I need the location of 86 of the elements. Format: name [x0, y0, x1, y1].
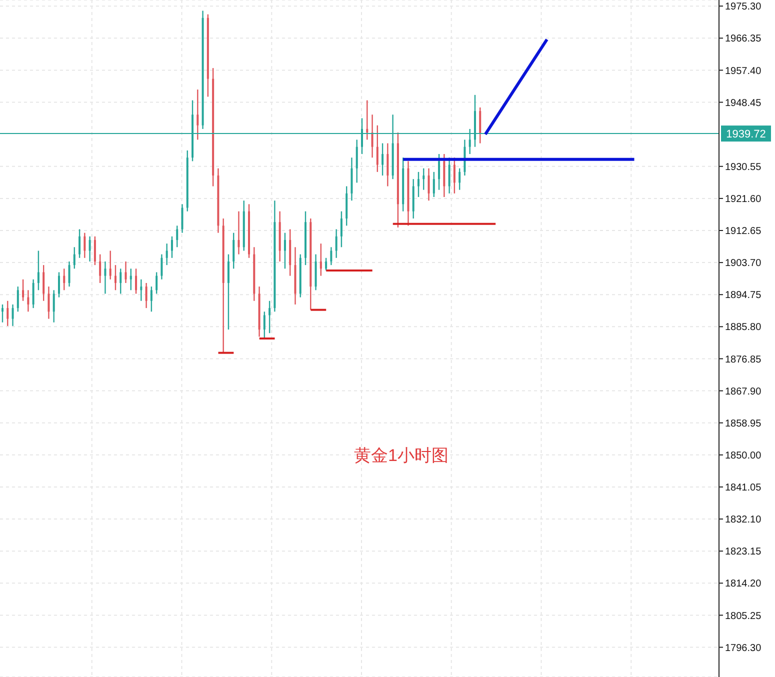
candlestick	[238, 210, 240, 255]
candlestick	[104, 260, 106, 294]
candlestick	[232, 232, 235, 270]
y-tick-label: 1912.65	[725, 226, 762, 238]
candlestick	[124, 260, 127, 284]
y-tick-label: 1975.30	[725, 2, 762, 13]
candlestick	[382, 142, 384, 176]
candlestick	[84, 232, 86, 259]
candlestick	[88, 236, 91, 262]
candlestick	[340, 210, 342, 248]
candlestick	[227, 254, 230, 330]
y-tick-label: 1903.70	[725, 258, 762, 270]
candlestick	[428, 168, 430, 202]
candlestick	[458, 168, 461, 190]
y-tick-label: 1867.90	[725, 386, 762, 398]
candlestick	[448, 157, 450, 194]
candlestick	[78, 228, 81, 259]
candlestick	[196, 88, 199, 140]
candlestick	[37, 250, 40, 291]
candlestick	[160, 254, 163, 280]
y-tick-label: 1894.75	[725, 290, 762, 302]
candlestick	[12, 304, 14, 327]
candlestick	[166, 242, 168, 266]
candlestick	[417, 171, 420, 198]
candlestick	[42, 264, 45, 302]
candlestick	[320, 242, 322, 276]
y-tick-label: 1805.25	[725, 610, 762, 622]
y-tick-label: 1921.60	[725, 194, 762, 205]
candlestick	[140, 278, 142, 302]
candlestick	[330, 246, 332, 266]
candlestick	[150, 286, 152, 312]
candlestick	[130, 268, 132, 291]
candlestick	[325, 257, 328, 272]
candlestick	[453, 157, 456, 194]
y-tick-label: 1858.95	[725, 418, 762, 430]
candlestick	[120, 268, 122, 294]
candlestick	[63, 268, 66, 291]
candlestick	[268, 300, 271, 334]
y-tick-label: 1876.85	[725, 354, 762, 366]
candlestick	[109, 250, 112, 280]
candlestick	[181, 204, 184, 234]
candlestick	[263, 311, 266, 340]
candlestick	[27, 290, 30, 312]
candlestick	[145, 282, 148, 309]
candlestick	[135, 268, 138, 294]
candlestick	[16, 286, 19, 312]
candlestick	[52, 290, 55, 323]
y-tick-label: 1841.05	[725, 482, 762, 494]
candlestick	[73, 246, 76, 270]
candlestick	[6, 300, 9, 327]
candlestick	[284, 232, 286, 270]
candlestick	[2, 304, 4, 323]
y-tick-label: 1948.45	[725, 98, 762, 109]
y-tick-label: 1885.80	[725, 322, 762, 334]
candlestick	[58, 272, 60, 298]
candlestick	[356, 139, 358, 184]
candlestick	[68, 260, 70, 288]
y-tick-label: 1966.35	[725, 34, 762, 45]
y-tick-label: 1957.40	[725, 66, 762, 77]
candlestick	[22, 278, 24, 302]
candlestick	[48, 286, 50, 320]
candlestick	[99, 254, 102, 284]
candlestick	[366, 100, 368, 140]
candlestick	[32, 278, 34, 309]
candlestick	[114, 264, 116, 291]
candlestick	[376, 124, 378, 173]
candlestick	[386, 142, 389, 187]
y-tick-label: 1796.30	[725, 642, 762, 654]
ref-line-label: 1939.72	[726, 128, 766, 141]
annotation: 黄金1小时图	[354, 445, 448, 467]
candlestick	[422, 168, 425, 190]
y-tick-label: 1930.55	[725, 162, 762, 173]
candlestick	[170, 236, 173, 259]
candlestick	[304, 210, 307, 266]
y-tick-label: 1814.20	[725, 578, 762, 590]
candlestick	[371, 114, 374, 158]
candlestick	[176, 225, 178, 248]
candlestick	[335, 228, 338, 259]
candlestick	[438, 153, 440, 190]
y-tick-label: 1832.10	[725, 514, 762, 526]
y-tick-label: 1850.00	[725, 450, 762, 462]
candlestick	[432, 171, 435, 198]
candlestick	[94, 236, 96, 266]
candlestick	[479, 106, 482, 144]
candlestick	[156, 272, 158, 294]
y-tick-label: 1823.15	[725, 546, 762, 558]
